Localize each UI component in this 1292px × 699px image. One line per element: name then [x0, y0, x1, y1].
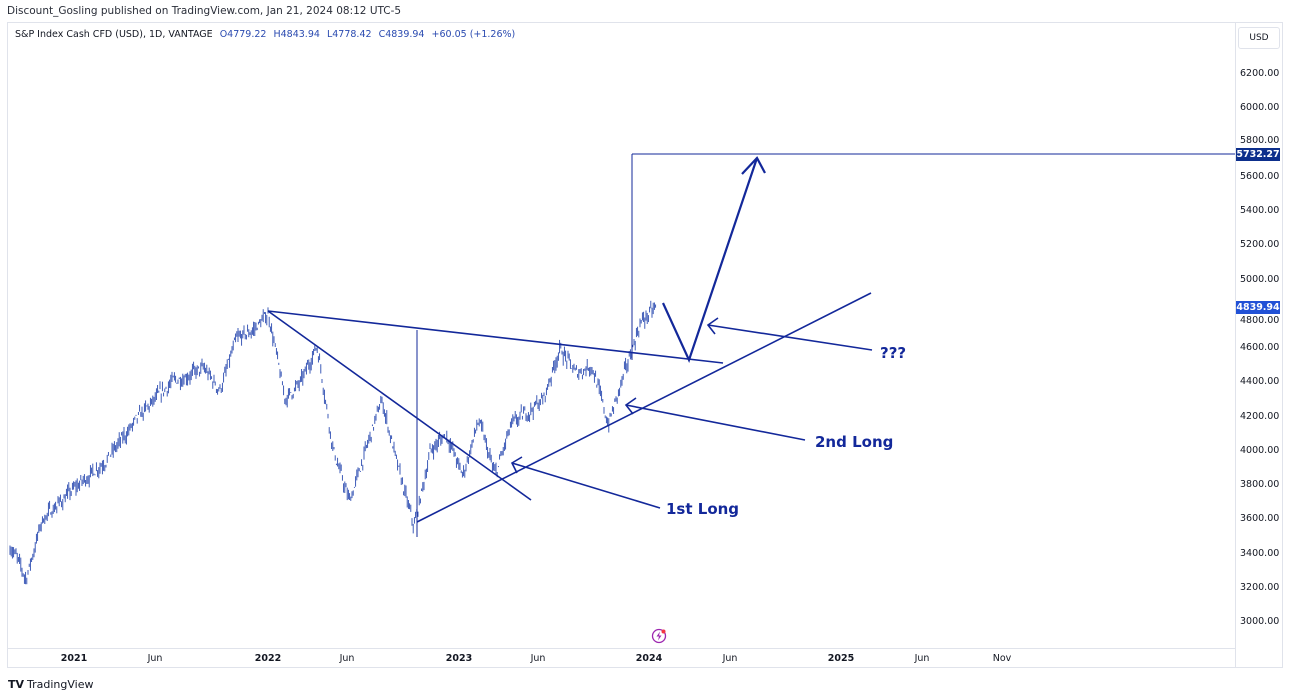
time-tick: Jun	[722, 653, 738, 664]
price-tick: 5000.00	[1240, 273, 1280, 285]
target-price-label: 5732.27	[1236, 148, 1280, 162]
time-tick: 2024	[635, 653, 663, 664]
price-axis[interactable]	[1235, 22, 1284, 668]
price-tick: 6000.00	[1240, 102, 1280, 114]
question-arrow	[707, 324, 873, 351]
price-tick: 4400.00	[1240, 376, 1280, 388]
drawings	[267, 153, 1235, 537]
price-tick: 4800.00	[1240, 314, 1280, 326]
time-tick: Jun	[339, 653, 355, 664]
price-tick: 5800.00	[1240, 135, 1280, 147]
time-tick: 2025	[827, 653, 855, 664]
time-axis[interactable]	[7, 648, 1235, 669]
projection-arrowhead	[741, 156, 766, 175]
price-tick: 4600.00	[1240, 342, 1280, 353]
last-price-label: 4839.94	[1236, 300, 1280, 314]
first-long-arrow	[511, 462, 661, 509]
price-tick: 4200.00	[1240, 410, 1280, 422]
price-tick: 5400.00	[1240, 205, 1280, 216]
price-tick: 6200.00	[1240, 68, 1280, 79]
tradingview-logo-text: TradingView	[27, 678, 94, 691]
price-tick: 3400.00	[1240, 547, 1280, 559]
change-value: +60.05 (+1.26%)	[431, 29, 516, 40]
price-tick: 4000.00	[1240, 444, 1280, 456]
price-tick: 3800.00	[1240, 479, 1280, 490]
tradingview-footer: TV TradingView	[8, 678, 94, 691]
second-long-arrow	[625, 404, 806, 441]
time-tick: Jun	[914, 653, 930, 664]
high-value: H4843.94	[273, 29, 320, 40]
first-long-label: 1st Long	[666, 500, 740, 518]
time-tick: 2022	[254, 653, 282, 664]
time-tick: Nov	[992, 653, 1012, 664]
time-tick: 2021	[60, 653, 88, 664]
question-arrowhead	[706, 317, 719, 335]
close-value: C4839.94	[378, 29, 425, 40]
time-tick: 2023	[445, 653, 473, 664]
projection-arrow	[661, 157, 759, 363]
publisher-line: Discount_Gosling published on TradingVie…	[7, 5, 402, 17]
time-tick: Jun	[147, 653, 163, 664]
symbol-name[interactable]: S&P Index Cash CFD (USD), 1D, VANTAGE	[15, 29, 213, 40]
price-tick: 3200.00	[1240, 581, 1280, 593]
price-series	[9, 300, 657, 585]
second-long-label: 2nd Long	[815, 433, 894, 451]
lightning-icon[interactable]	[651, 628, 667, 644]
open-value: O4779.22	[219, 29, 267, 40]
descending-trendline	[267, 310, 532, 501]
time-tick: Jun	[530, 653, 546, 664]
tradingview-logo-icon: TV	[8, 678, 25, 691]
low-value: L4778.42	[326, 29, 372, 40]
price-tick: 5600.00	[1240, 170, 1280, 182]
symbol-legend: S&P Index Cash CFD (USD), 1D, VANTAGE O4…	[15, 29, 515, 40]
price-tick: 5200.00	[1240, 239, 1280, 251]
rising-trendline	[416, 292, 872, 523]
first-long-arrowhead	[510, 456, 523, 474]
second-long-arrowhead	[624, 397, 637, 415]
currency-button[interactable]: USD	[1238, 27, 1280, 49]
price-tick: 3000.00	[1240, 616, 1280, 627]
chart-frame	[7, 22, 1283, 668]
neckline	[267, 310, 724, 364]
question-label: ???	[880, 344, 907, 362]
price-tick: 3600.00	[1240, 513, 1280, 525]
